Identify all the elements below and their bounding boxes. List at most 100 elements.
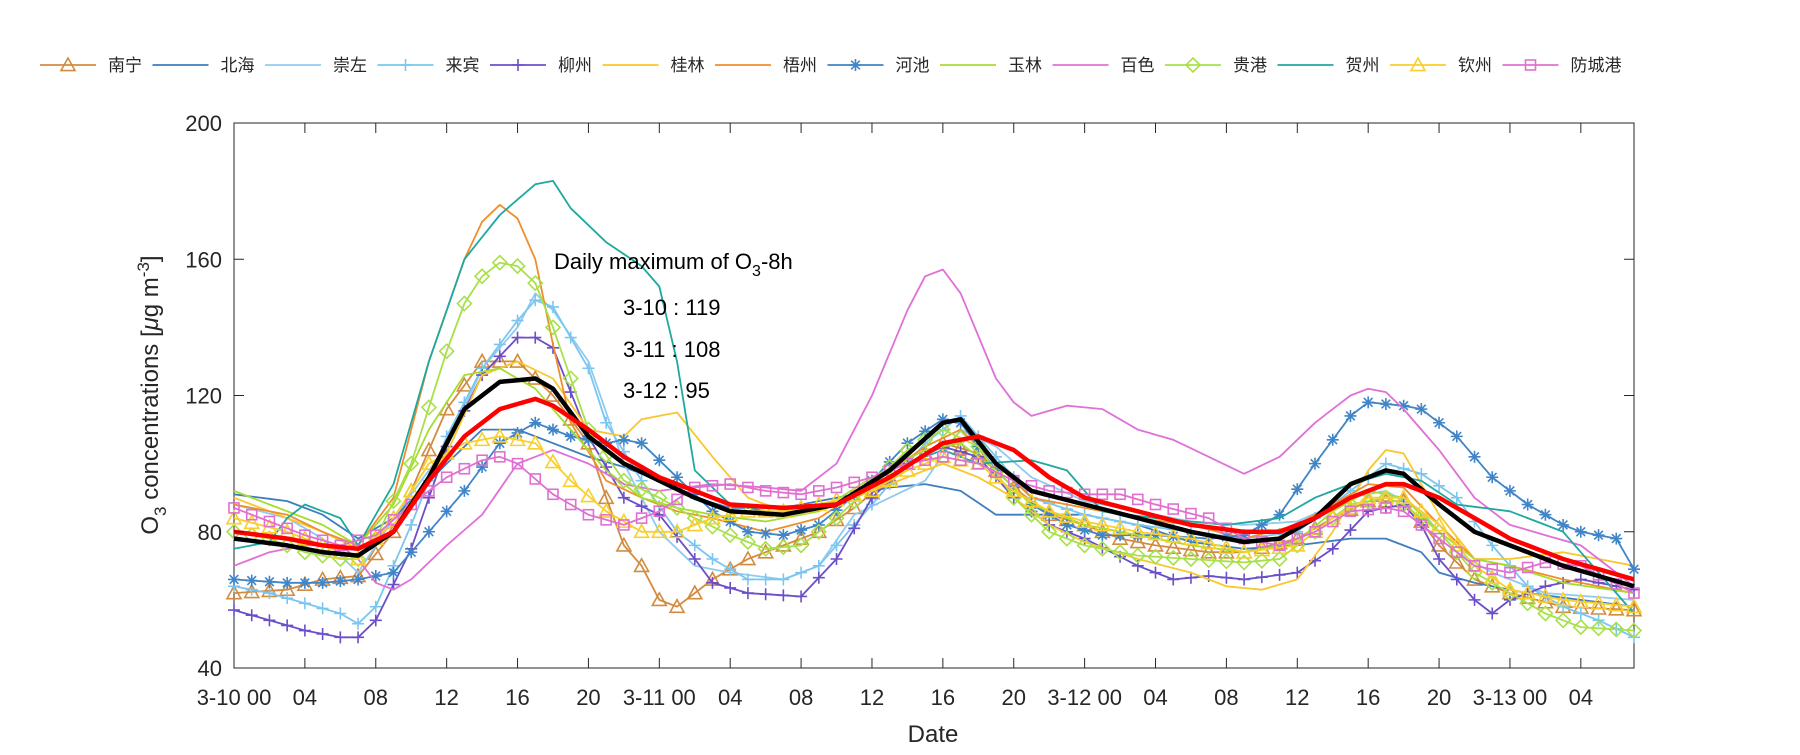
data-point <box>245 609 258 622</box>
data-point <box>1235 554 1253 571</box>
data-point <box>1182 550 1200 568</box>
data-point <box>473 268 491 285</box>
data-point <box>1147 548 1164 565</box>
data-point <box>1114 529 1127 542</box>
legend-item: 玉林 <box>940 56 1042 75</box>
data-point <box>369 570 382 583</box>
data-point <box>281 522 293 535</box>
data-point <box>1309 525 1321 538</box>
data-point <box>511 457 524 470</box>
annotation-line-2: 3-11 : 108 <box>623 337 720 362</box>
legend-item: 南宁 <box>40 56 142 75</box>
data-point <box>1326 515 1339 528</box>
y-tick-label: 80 <box>198 520 222 545</box>
data-point <box>1521 498 1534 511</box>
legend-label: 河池 <box>896 56 930 75</box>
data-point <box>1149 566 1162 579</box>
legend-marker <box>1409 56 1427 72</box>
data-point <box>369 600 382 613</box>
legend-label: 钦州 <box>1458 56 1492 75</box>
data-point <box>775 538 792 556</box>
data-point <box>402 482 420 498</box>
data-point <box>1539 508 1552 521</box>
series-mean8h <box>233 396 1635 582</box>
data-point <box>845 499 863 515</box>
data-point <box>1344 505 1357 518</box>
legend-label: 崇左 <box>333 56 367 75</box>
data-point <box>1590 599 1607 615</box>
data-point <box>298 576 311 589</box>
data-point <box>759 573 772 586</box>
data-point <box>1610 532 1623 545</box>
data-point <box>225 584 243 600</box>
series-station-11 <box>233 180 1635 615</box>
data-point <box>458 462 471 475</box>
data-point <box>1149 529 1162 542</box>
series-line <box>233 180 1635 615</box>
data-point <box>706 479 719 492</box>
data-point <box>225 509 243 525</box>
data-point <box>1023 506 1040 523</box>
series-line <box>233 396 1635 582</box>
data-point <box>1450 491 1463 504</box>
data-point <box>1448 536 1466 552</box>
data-point <box>1433 553 1446 565</box>
data-point <box>1628 587 1640 599</box>
data-point <box>1377 489 1395 506</box>
data-point <box>1448 553 1466 569</box>
data-point <box>438 343 455 360</box>
data-point <box>1164 538 1182 555</box>
data-point <box>352 534 364 547</box>
legend-label: 北海 <box>221 56 255 75</box>
x-tick-label: 04 <box>1143 685 1167 710</box>
data-point <box>954 454 967 467</box>
series-line <box>233 268 1635 591</box>
data-point <box>1164 527 1182 543</box>
data-point <box>529 331 542 344</box>
data-point <box>1397 399 1410 412</box>
data-point <box>245 508 258 521</box>
x-axis-title: Date <box>908 721 959 748</box>
data-point <box>511 314 524 327</box>
data-point <box>476 461 489 474</box>
data-point <box>1220 571 1233 584</box>
legend-label: 梧州 <box>783 56 817 75</box>
data-point <box>1167 573 1180 586</box>
legend-label: 贵港 <box>1233 56 1267 75</box>
data-point <box>1486 563 1499 576</box>
data-point <box>1625 622 1643 639</box>
data-point <box>795 524 808 537</box>
data-point <box>1273 568 1286 581</box>
data-point <box>1238 573 1251 586</box>
x-tick-label: 20 <box>576 685 600 710</box>
data-point <box>617 433 630 446</box>
data-point <box>688 488 701 501</box>
legend-item: 贺州 <box>1277 56 1380 75</box>
legend-item: 北海 <box>152 56 255 75</box>
data-point <box>1326 542 1339 555</box>
data-point <box>1202 532 1215 545</box>
data-point <box>562 472 580 488</box>
legend-label: 防城港 <box>1571 56 1622 75</box>
data-point <box>1590 620 1607 637</box>
data-point <box>1433 416 1446 429</box>
x-tick-label: 3-10 00 <box>197 685 272 710</box>
data-point <box>1200 552 1217 569</box>
data-point <box>458 484 471 497</box>
data-point <box>937 451 949 463</box>
series-station-6 <box>233 203 1635 594</box>
data-point <box>420 454 438 471</box>
data-point <box>281 619 294 632</box>
data-point <box>1628 563 1640 576</box>
data-point <box>724 478 737 490</box>
data-point <box>1058 530 1076 547</box>
data-point <box>724 563 737 576</box>
x-tick-label: 16 <box>1356 685 1380 710</box>
x-tick-label: 08 <box>789 685 813 710</box>
data-point <box>1058 507 1076 523</box>
data-point <box>777 589 790 602</box>
legend-item: 百色 <box>1052 56 1155 75</box>
legend-label: 柳州 <box>558 56 592 75</box>
data-point <box>456 295 473 312</box>
